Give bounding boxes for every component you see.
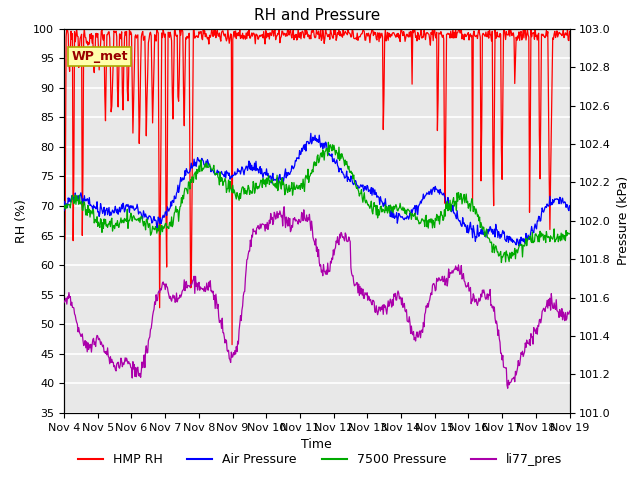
- Legend: HMP RH, Air Pressure, 7500 Pressure, li77_pres: HMP RH, Air Pressure, 7500 Pressure, li7…: [72, 448, 568, 471]
- Title: RH and Pressure: RH and Pressure: [253, 9, 380, 24]
- Y-axis label: RH (%): RH (%): [15, 199, 28, 243]
- X-axis label: Time: Time: [301, 438, 332, 451]
- Text: WP_met: WP_met: [72, 50, 128, 63]
- Y-axis label: Pressure (kPa): Pressure (kPa): [617, 176, 630, 265]
